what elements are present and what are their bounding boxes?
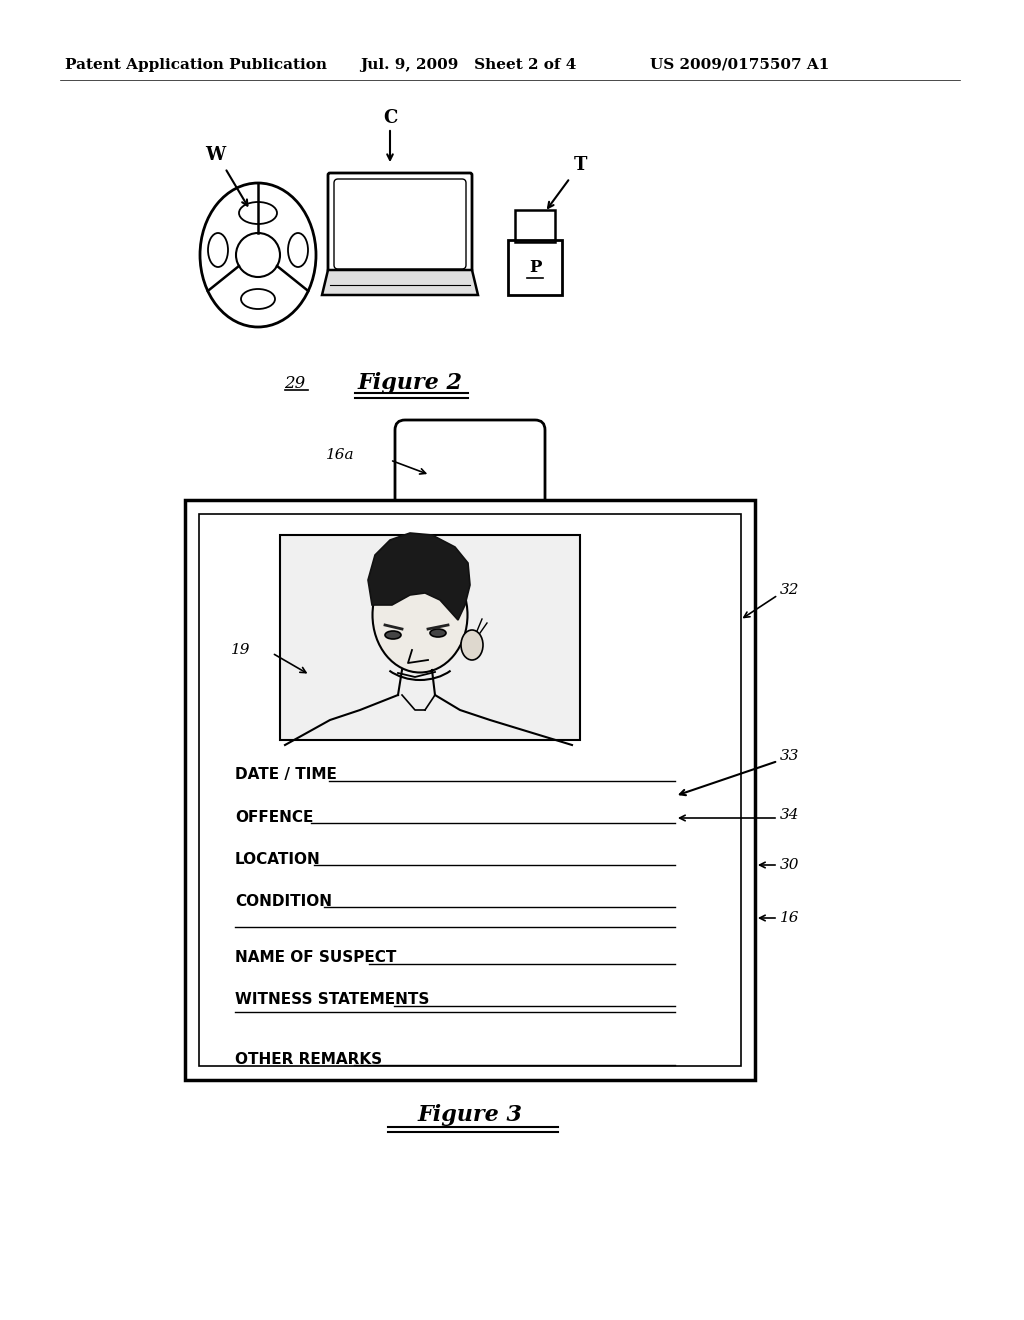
Text: 16a: 16a: [327, 447, 355, 462]
Bar: [508, 240, 562, 294]
Text: OTHER REMARKS: OTHER REMARKS: [234, 1052, 382, 1067]
Polygon shape: [368, 533, 470, 620]
Polygon shape: [322, 271, 478, 294]
Text: 33: 33: [780, 748, 800, 763]
Text: C: C: [383, 110, 397, 127]
Text: 32: 32: [780, 583, 800, 597]
Text: 34: 34: [780, 808, 800, 822]
Text: T: T: [573, 156, 587, 174]
Text: LOCATION: LOCATION: [234, 851, 321, 866]
Ellipse shape: [385, 631, 401, 639]
Text: W: W: [205, 147, 225, 164]
Text: DATE / TIME: DATE / TIME: [234, 767, 337, 783]
Ellipse shape: [430, 630, 446, 638]
FancyBboxPatch shape: [334, 180, 466, 269]
Ellipse shape: [373, 557, 468, 672]
Text: Figure 3: Figure 3: [418, 1104, 522, 1126]
Text: Patent Application Publication: Patent Application Publication: [65, 58, 327, 73]
Text: OFFENCE: OFFENCE: [234, 809, 313, 825]
Text: 29: 29: [285, 375, 305, 392]
Bar: [515, 210, 555, 242]
Bar: [199, 513, 741, 1067]
Text: Jul. 9, 2009   Sheet 2 of 4: Jul. 9, 2009 Sheet 2 of 4: [360, 58, 577, 73]
Text: P: P: [528, 260, 542, 276]
Text: 19: 19: [230, 643, 250, 657]
Bar: [185, 500, 755, 1080]
FancyBboxPatch shape: [395, 420, 545, 510]
Text: Figure 2: Figure 2: [357, 372, 463, 393]
Ellipse shape: [461, 630, 483, 660]
Text: WITNESS STATEMENTS: WITNESS STATEMENTS: [234, 993, 429, 1007]
Text: 30: 30: [780, 858, 800, 873]
Text: CONDITION: CONDITION: [234, 894, 332, 908]
Bar: [280, 535, 580, 741]
Text: NAME OF SUSPECT: NAME OF SUSPECT: [234, 950, 396, 965]
Text: 16: 16: [780, 911, 800, 925]
Text: US 2009/0175507 A1: US 2009/0175507 A1: [650, 58, 829, 73]
